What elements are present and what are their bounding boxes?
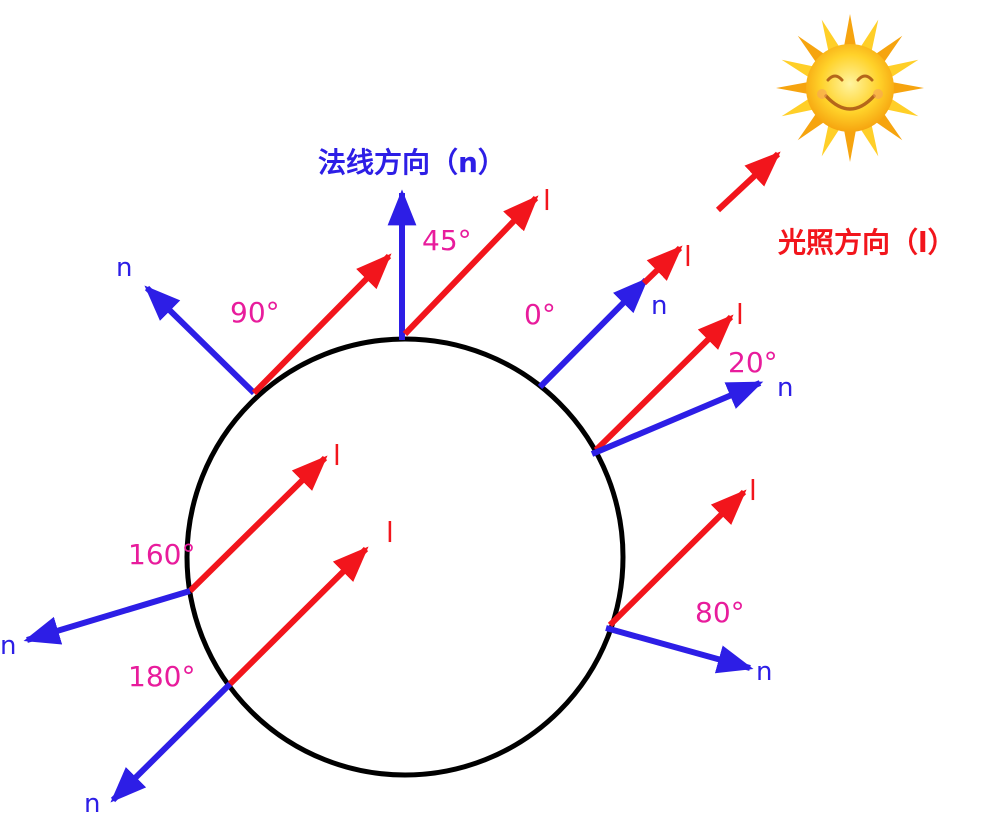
normal-arrow-upper-right bbox=[537, 277, 649, 390]
normal-arrow-left bbox=[23, 588, 191, 645]
light-arrow-top bbox=[402, 195, 539, 337]
light-label: l bbox=[333, 439, 341, 472]
normal-label: n bbox=[116, 253, 132, 283]
light-direction-arrow bbox=[715, 151, 781, 213]
light-label: l bbox=[749, 474, 757, 507]
angle-label-160: 160° bbox=[128, 538, 195, 571]
sun-ray bbox=[843, 14, 857, 49]
sun-ray bbox=[884, 97, 919, 117]
sun-ray bbox=[781, 97, 816, 117]
light-arrow-upper-left bbox=[251, 253, 392, 396]
sun-ray bbox=[821, 122, 841, 157]
angle-label-45: 45° bbox=[422, 224, 472, 257]
light-arrow-lower-left bbox=[227, 546, 369, 687]
light-label: l bbox=[386, 516, 394, 549]
angle-label-20: 20° bbox=[728, 346, 778, 379]
normal-arrow-lower-right bbox=[605, 625, 754, 674]
angle-label-180: 180° bbox=[128, 660, 195, 693]
light-arrow-lower-right bbox=[607, 489, 747, 628]
sun-ray bbox=[889, 81, 924, 95]
light-arrow-right bbox=[593, 314, 734, 453]
normal-label: n bbox=[0, 631, 16, 661]
sun-ray bbox=[859, 122, 879, 157]
sun-ray bbox=[776, 81, 811, 95]
sun-ray bbox=[781, 59, 816, 79]
light-direction-title: 光照方向（l） bbox=[777, 226, 956, 259]
light-label: l bbox=[736, 298, 744, 331]
light-label: l bbox=[543, 184, 551, 217]
light-label: l bbox=[684, 240, 692, 273]
sphere-outline bbox=[184, 336, 626, 778]
normal-label: n bbox=[651, 291, 667, 321]
normal-arrow-right bbox=[590, 380, 764, 457]
angle-label-0: 0° bbox=[524, 298, 556, 331]
normal-label: n bbox=[777, 373, 793, 403]
normal-label: n bbox=[84, 789, 100, 819]
normal-arrow-upper-left bbox=[144, 285, 257, 396]
sun-ray bbox=[859, 19, 879, 54]
light-arrow-upper-right bbox=[641, 245, 683, 286]
sun-ray bbox=[821, 19, 841, 54]
angle-label-80: 80° bbox=[695, 596, 745, 629]
angle-label-90: 90° bbox=[230, 296, 280, 329]
normal-arrow-lower-left bbox=[110, 681, 233, 803]
normal-label: n bbox=[756, 657, 772, 687]
sun-ray bbox=[843, 127, 857, 162]
light-arrow-left bbox=[187, 455, 328, 594]
sun-ray bbox=[884, 59, 919, 79]
normal-direction-title: 法线方向（n） bbox=[318, 146, 506, 179]
smiling-sun-icon bbox=[776, 14, 924, 162]
